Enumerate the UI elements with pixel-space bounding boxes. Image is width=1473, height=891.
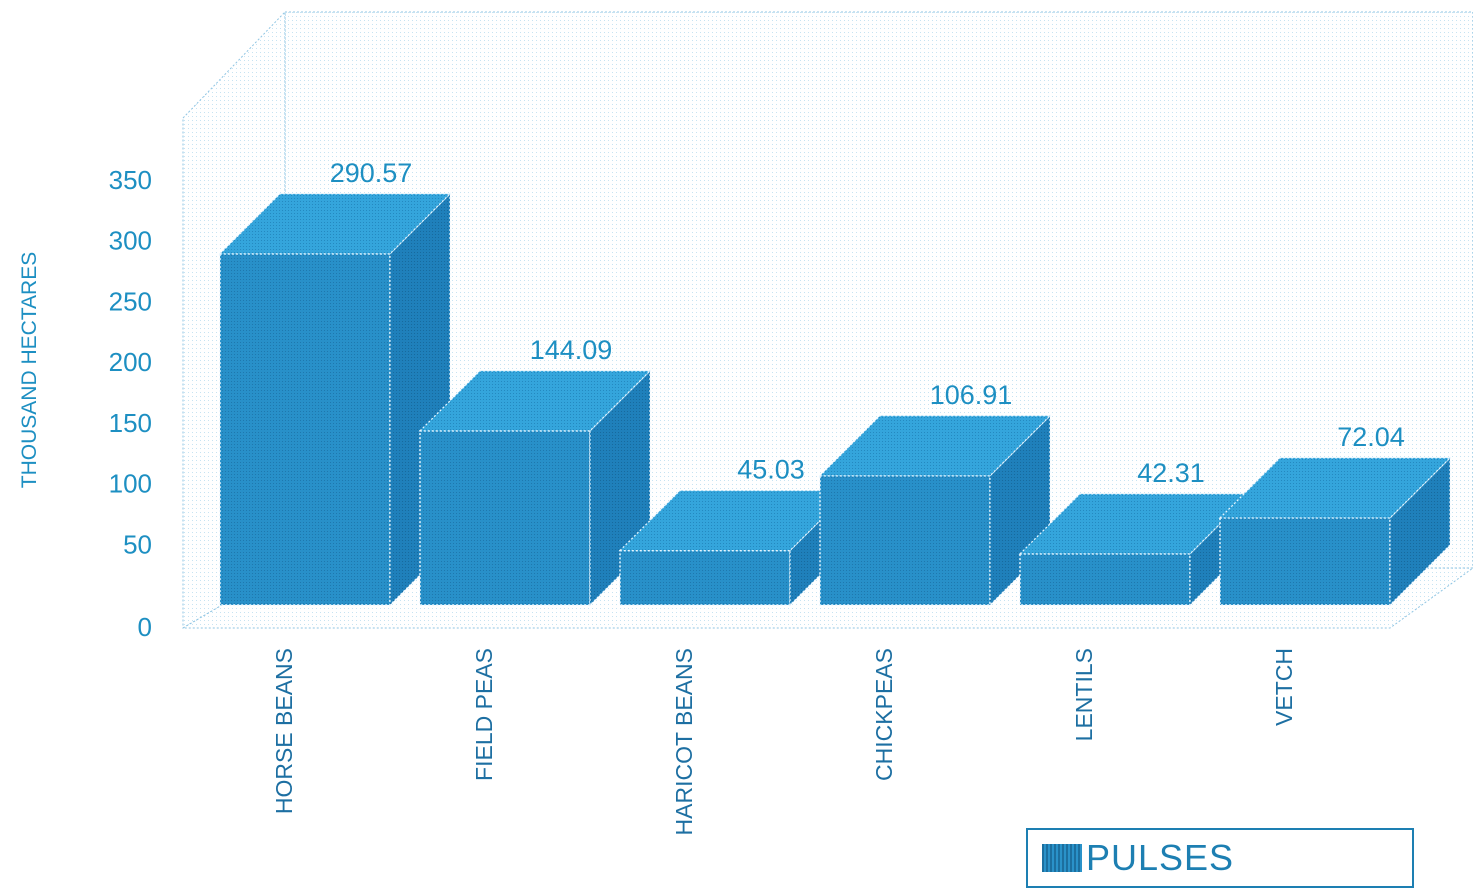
category-label: HORSE BEANS	[271, 648, 297, 814]
y-tick-label: 250	[109, 286, 152, 316]
x-axis-categories: HORSE BEANS FIELD PEAS HARICOT BEANS CHICKP…	[271, 648, 1297, 835]
value-labels: 290.57 144.09 45.03 106.91 42.31 72.04	[330, 158, 1405, 488]
y-tick-label: 200	[109, 347, 152, 377]
bar-top	[618, 489, 852, 552]
value-label: 72.04	[1337, 422, 1405, 452]
legend-label: PULSES	[1086, 837, 1235, 878]
y-axis-ticks: 0 50 100 150 200 250 300 350	[109, 165, 152, 642]
bar-front	[419, 430, 591, 606]
value-label: 45.03	[737, 455, 805, 485]
value-label: 290.57	[330, 158, 413, 188]
bar-front	[619, 549, 791, 606]
category-label: FIELD PEAS	[471, 648, 497, 781]
value-label: 42.31	[1137, 458, 1205, 488]
y-tick-label: 150	[109, 408, 152, 438]
bar-front	[219, 253, 391, 606]
bars	[218, 192, 1452, 607]
y-tick-label: 50	[123, 529, 152, 559]
y-tick-label: 100	[109, 469, 152, 499]
bar-top	[418, 370, 652, 432]
legend: PULSES	[1026, 828, 1414, 888]
bar-top	[818, 415, 1052, 477]
y-tick-label: 0	[138, 612, 152, 642]
y-axis-label: THOUSAND HECTARES	[18, 252, 41, 488]
bar-top	[218, 193, 452, 255]
bar-front	[1019, 553, 1191, 606]
value-label: 106.91	[930, 380, 1013, 410]
category-label: LENTILS	[1071, 648, 1097, 741]
bar-top	[1018, 493, 1252, 555]
value-label: 144.09	[530, 335, 613, 365]
bar	[1218, 456, 1452, 607]
bar	[818, 414, 1052, 607]
y-tick-label: 350	[109, 165, 152, 195]
category-label: CHICKPEAS	[871, 648, 897, 781]
bar-top	[1218, 457, 1452, 519]
category-label: HARICOT BEANS	[671, 648, 697, 835]
y-tick-label: 300	[109, 226, 152, 256]
bar-front	[1219, 517, 1391, 606]
bar	[418, 369, 652, 607]
bar	[218, 192, 452, 607]
category-label: VETCH	[1271, 648, 1297, 726]
legend-swatch	[1042, 844, 1082, 872]
bar-front	[819, 475, 991, 606]
